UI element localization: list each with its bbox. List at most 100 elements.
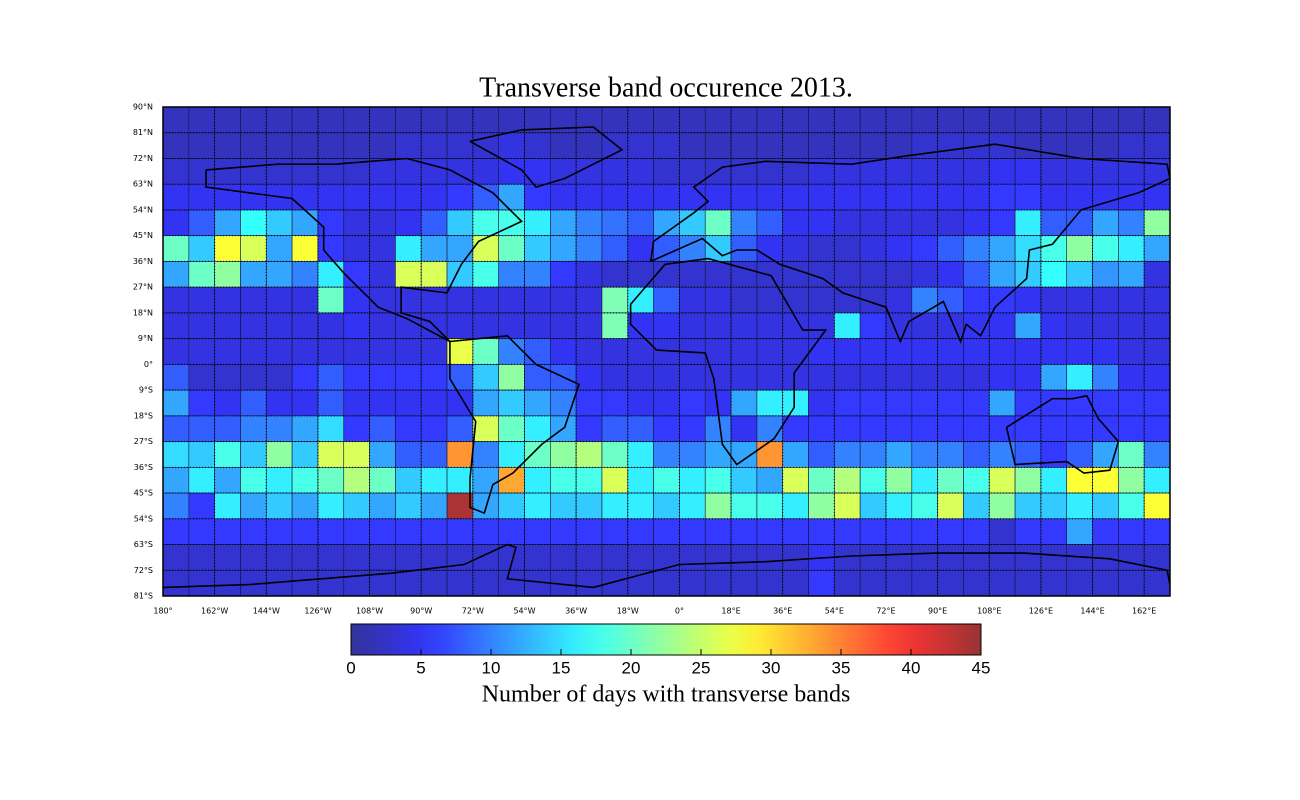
cell (240, 132, 267, 159)
y-tick-label: 90°N (133, 103, 153, 112)
cell (937, 132, 964, 159)
cell (214, 312, 241, 339)
cell (885, 106, 913, 134)
cell (627, 286, 654, 314)
cell (343, 441, 370, 468)
cell (575, 286, 603, 314)
cell (1014, 183, 1042, 211)
cell (1118, 286, 1145, 314)
cell (601, 183, 629, 211)
cell (162, 106, 190, 134)
cell (1143, 312, 1171, 339)
cell (834, 261, 861, 288)
cell (859, 441, 887, 468)
cell (162, 569, 190, 597)
cell (240, 106, 267, 134)
cell (1143, 441, 1171, 468)
y-tick-label: 27°S (134, 437, 153, 446)
cell (1066, 158, 1093, 185)
cell (550, 132, 577, 159)
cell (240, 286, 267, 314)
cell (369, 467, 396, 494)
cell (782, 132, 809, 159)
cell (756, 261, 783, 288)
cell (550, 235, 577, 262)
cell (911, 389, 938, 417)
cell (240, 441, 267, 468)
cell (1118, 209, 1145, 236)
cell (730, 132, 758, 159)
cell (601, 389, 629, 417)
cell (808, 364, 835, 391)
cell (162, 209, 190, 236)
cell (808, 132, 835, 159)
cell (1092, 209, 1119, 236)
cell (1040, 106, 1068, 134)
cell (575, 389, 603, 417)
cell (550, 441, 577, 468)
cell (1014, 158, 1042, 185)
cell (524, 132, 551, 159)
cell (601, 364, 629, 391)
cell (575, 183, 603, 211)
colorbar-tick-label: 10 (482, 658, 501, 677)
cell (240, 544, 267, 571)
cell (498, 338, 525, 365)
cell (963, 492, 990, 520)
cell (188, 467, 215, 494)
cell (524, 261, 551, 288)
cell (420, 132, 448, 159)
cell (756, 132, 783, 159)
cell (1143, 132, 1171, 159)
cell (1092, 518, 1119, 545)
x-tick-label: 54°W (513, 607, 535, 616)
cell (834, 312, 861, 339)
cell (601, 286, 629, 314)
cell (988, 106, 1016, 134)
cell (420, 158, 448, 185)
cell (1066, 518, 1093, 545)
cell (834, 338, 861, 365)
cell (472, 338, 499, 365)
cell (395, 441, 422, 468)
cell (834, 415, 861, 442)
cell (653, 312, 680, 339)
cell (704, 158, 732, 185)
cell (472, 235, 499, 262)
cell (498, 312, 525, 339)
cell (963, 569, 990, 597)
cell (214, 209, 241, 236)
cell (885, 364, 913, 391)
cell (704, 364, 732, 391)
cell (808, 518, 835, 545)
cell (1066, 261, 1093, 288)
cell (756, 544, 783, 571)
cell (627, 569, 654, 597)
cell (704, 209, 732, 236)
cell (550, 312, 577, 339)
cell (550, 518, 577, 545)
cell (575, 106, 603, 134)
cell (601, 467, 629, 494)
cell (834, 467, 861, 494)
cell (1118, 492, 1145, 520)
cell (575, 312, 603, 339)
cell (472, 415, 499, 442)
cell (885, 286, 913, 314)
cell (937, 364, 964, 391)
cell (188, 569, 215, 597)
cell (420, 467, 448, 494)
cell (446, 312, 474, 339)
x-tick-label: 18°W (617, 607, 639, 616)
coastline (469, 126, 624, 189)
cell (498, 158, 525, 185)
cell (472, 441, 499, 468)
cell (885, 183, 913, 211)
cell (1014, 312, 1042, 339)
cell (730, 338, 758, 365)
cell (214, 544, 241, 571)
cell (369, 312, 396, 339)
cell (834, 492, 861, 520)
cell (601, 261, 629, 288)
cell (472, 518, 499, 545)
